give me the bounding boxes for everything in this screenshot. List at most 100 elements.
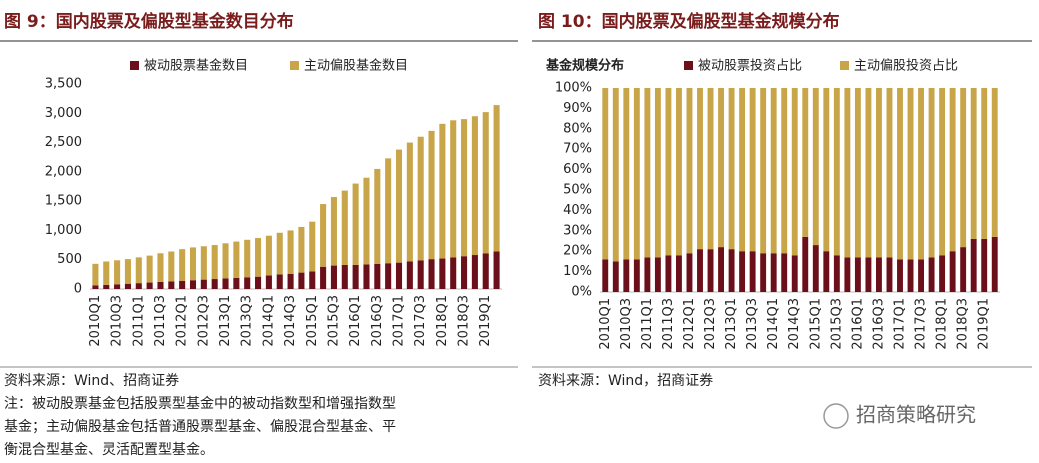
x-tick-label: 2015Q3 (326, 295, 341, 347)
bar-segment (168, 251, 175, 282)
bar-segment (482, 253, 489, 289)
bar-segment (760, 88, 767, 254)
bar-segment (991, 236, 998, 292)
bar-segment (352, 183, 359, 265)
bar-segment (309, 271, 316, 289)
bar-segment (395, 262, 403, 289)
bar-segment (374, 168, 381, 264)
y-tick-label: 1,000 (45, 223, 82, 238)
x-tick-label: 2014Q3 (283, 295, 298, 347)
bar-segment (602, 259, 609, 292)
bar-segment (602, 88, 609, 260)
x-tick-label: 2014Q3 (787, 298, 802, 350)
bar-segment (676, 88, 682, 256)
y-tick-label: 1,500 (45, 194, 82, 209)
bar-segment (276, 232, 283, 275)
x-tick-label: 2018Q3 (457, 295, 472, 347)
bar-segment (146, 255, 153, 283)
bar-segment (886, 88, 893, 258)
x-tick-label: 2011Q3 (661, 298, 676, 350)
bar-segment (330, 265, 337, 289)
bar-segment (92, 285, 99, 289)
bar-segment (949, 88, 956, 252)
bar-segment (844, 257, 851, 292)
bar-segment (886, 257, 893, 292)
watermark-icon (823, 403, 849, 429)
bar-segment (320, 266, 327, 289)
bar-segment (363, 177, 370, 265)
y-tick-label: 3,500 (45, 77, 82, 92)
x-tick-label: 2016Q1 (348, 295, 363, 347)
bar-segment (876, 88, 882, 258)
bar-segment (255, 238, 262, 277)
x-tick-label: 2017Q3 (914, 298, 929, 350)
x-tick-label: 2012Q3 (703, 298, 718, 350)
source: 资料来源：Wind，招商证券 (538, 373, 713, 389)
bar-segment (265, 235, 272, 276)
bar-segment (791, 88, 798, 256)
y-tick-label: 90% (563, 101, 592, 116)
bar-segment (833, 255, 840, 292)
bar-segment (697, 88, 703, 250)
bar-segment (374, 263, 381, 289)
bar-segment (157, 281, 164, 289)
x-tick-label: 2012Q1 (175, 295, 190, 347)
x-tick-label: 2010Q3 (110, 295, 125, 347)
x-tick-label: 2015Q3 (829, 298, 844, 350)
bar-segment (406, 261, 413, 289)
bar-segment (471, 255, 478, 289)
y-tick-label: 70% (563, 142, 592, 157)
bar-segment (265, 275, 272, 289)
bar-segment (211, 279, 218, 289)
bar-segment (970, 88, 977, 239)
y-tick-label: 0% (571, 285, 592, 300)
x-tick-label: 2013Q3 (240, 295, 255, 347)
bar-segment (287, 230, 294, 274)
bar-segment (428, 130, 435, 260)
bar-segment (244, 277, 251, 289)
bar-segment (114, 284, 121, 289)
bar-segment (791, 255, 798, 292)
y-tick-label: 2,500 (45, 135, 82, 150)
bar-segment (114, 260, 121, 285)
bar-segment (718, 247, 724, 292)
y-tick-label: 50% (563, 183, 592, 198)
bar-segment (352, 264, 359, 289)
note-line: 注：被动股票基金包括股票型基金中的被动指数型和增强指数型 (4, 395, 396, 412)
bar-segment (222, 243, 229, 279)
bar-segment (103, 284, 110, 289)
bar-segment (200, 279, 207, 289)
legend-swatch (684, 61, 693, 70)
bar-segment (928, 257, 935, 292)
y-tick-label: 2,000 (45, 164, 82, 179)
bar-segment (749, 88, 756, 252)
bar-segment (781, 88, 788, 254)
x-tick-label: 2012Q1 (682, 298, 697, 350)
bar-segment (781, 253, 788, 292)
bar-segment (981, 238, 988, 292)
x-tick-label: 2011Q1 (131, 295, 146, 347)
bar-segment (770, 253, 777, 292)
y-tick-label: 100% (555, 81, 592, 96)
y-tick-label: 20% (563, 244, 592, 259)
bar-segment (330, 197, 337, 266)
y-axis-label: 基金规模分布 (545, 58, 624, 74)
bar-segment (960, 247, 967, 292)
bar-segment (179, 249, 186, 281)
bar-segment (179, 280, 186, 289)
bar-segment (168, 281, 175, 289)
bar-segment (939, 255, 946, 292)
bar-segment (385, 263, 392, 289)
y-tick-label: 80% (563, 121, 592, 136)
x-tick-label: 2016Q1 (850, 298, 865, 350)
x-tick-label: 2012Q3 (196, 295, 211, 347)
bar-segment (623, 88, 630, 260)
bar-segment (823, 251, 830, 292)
bar-segment (728, 88, 735, 250)
bar-segment (876, 257, 882, 292)
bar-segment (633, 88, 640, 260)
y-tick-label: 30% (563, 223, 592, 238)
legend-label: 被动股票投资占比 (698, 58, 802, 74)
bar-segment (439, 258, 446, 289)
bar-segment (298, 272, 305, 289)
